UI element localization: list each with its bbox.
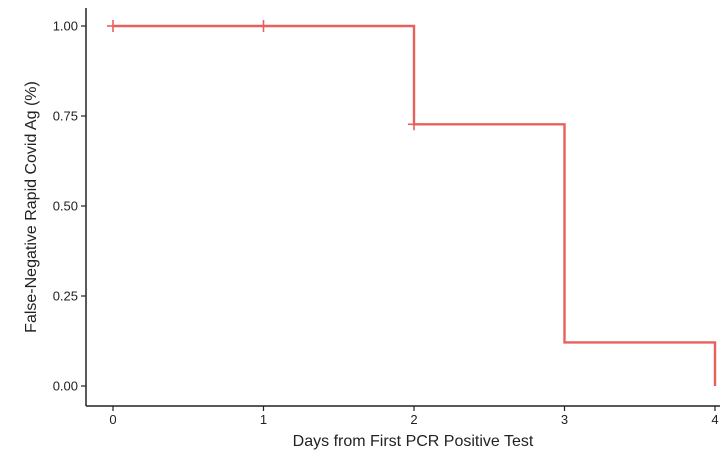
y-tick-label: 0.00 <box>53 379 78 394</box>
x-axis: 0 1 2 3 4 <box>86 405 720 427</box>
y-tick-label: 0.75 <box>53 109 78 124</box>
x-tick-label: 0 <box>109 412 116 427</box>
survival-step-line <box>113 24 717 386</box>
y-axis-title: False-Negative Rapid Covid Ag (%) <box>23 81 40 333</box>
y-axis: 0.00 0.25 0.50 0.75 1.00 <box>53 8 87 406</box>
x-axis-title: Days from First PCR Positive Test <box>293 433 534 450</box>
censor-mark <box>408 118 420 131</box>
y-tick-label: 0.50 <box>53 199 78 214</box>
x-tick-label: 2 <box>410 412 417 427</box>
censor-mark <box>257 20 270 32</box>
x-tick-label: 1 <box>260 412 267 427</box>
plot-area <box>107 20 717 386</box>
y-tick-label: 0.25 <box>53 289 78 304</box>
x-tick-label: 4 <box>711 412 718 427</box>
y-tick-label: 1.00 <box>53 19 78 34</box>
x-tick-label: 3 <box>561 412 568 427</box>
censor-mark <box>107 20 119 32</box>
